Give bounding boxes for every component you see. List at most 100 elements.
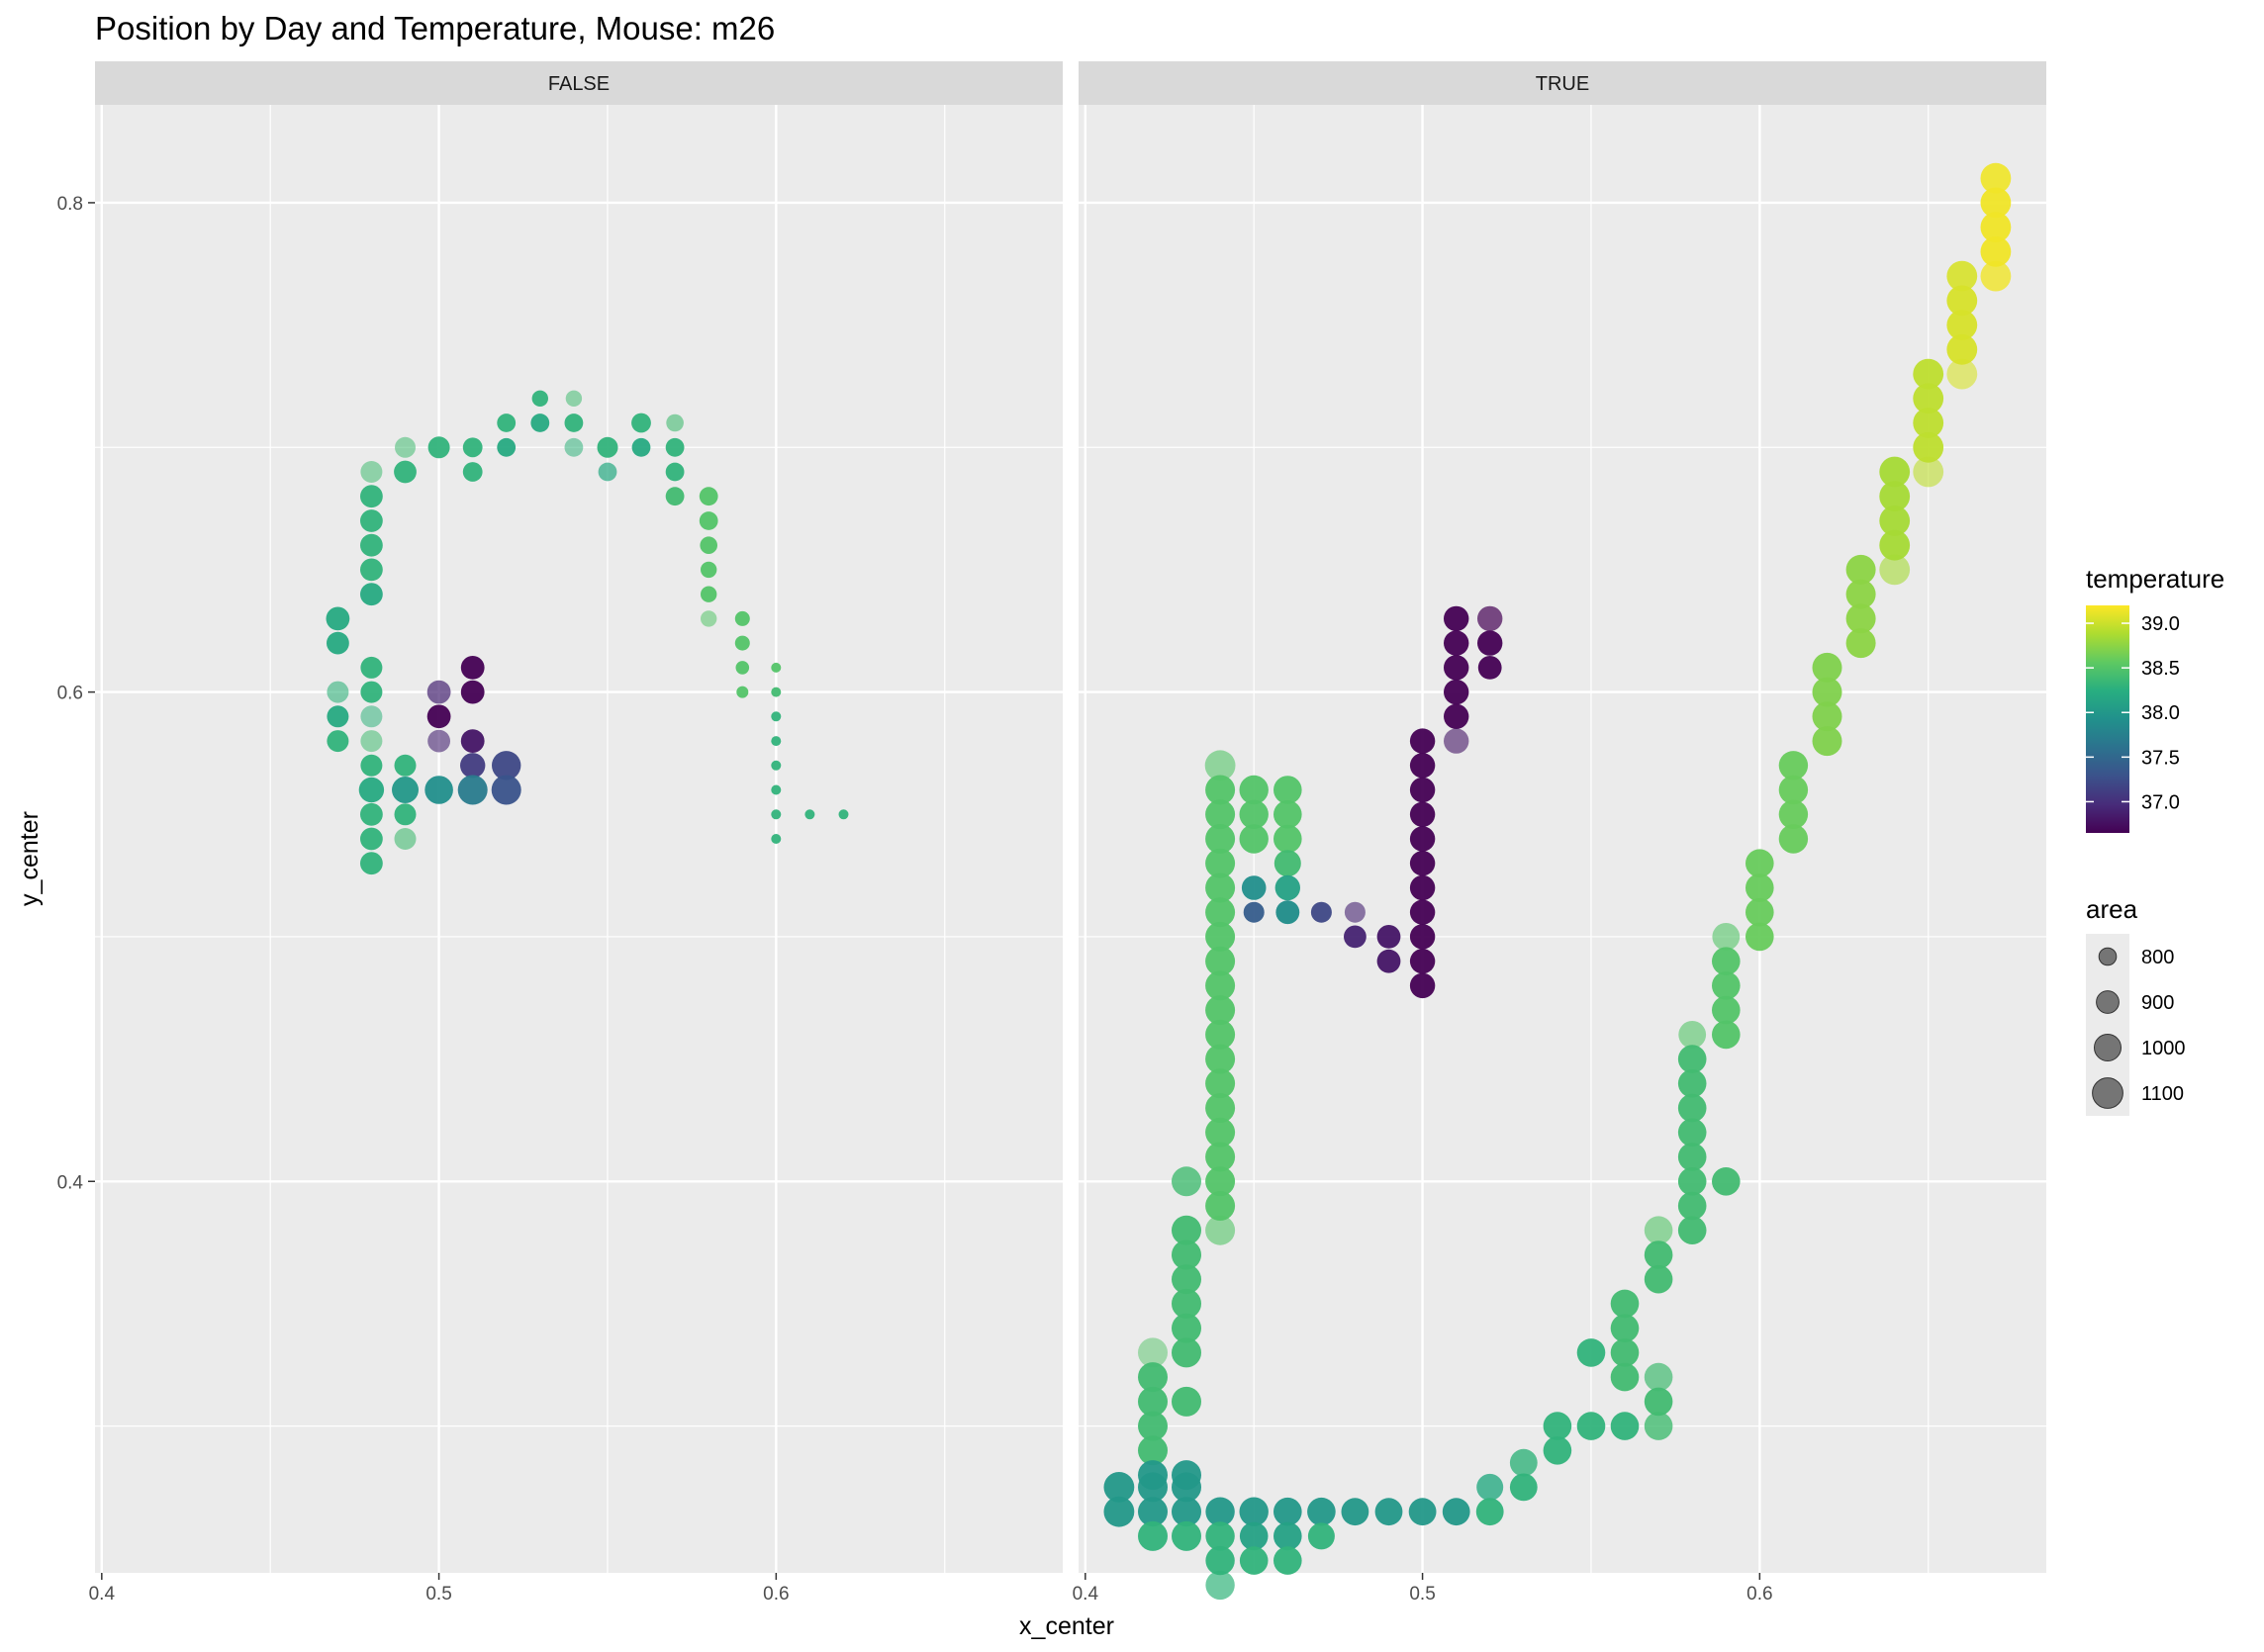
- data-point: [1205, 970, 1236, 1001]
- data-point: [804, 809, 815, 820]
- data-point: [1275, 900, 1300, 925]
- data-point: [1274, 1497, 1302, 1526]
- data-point: [426, 704, 451, 729]
- data-point: [1205, 1521, 1235, 1551]
- data-point: [565, 390, 583, 407]
- data-point: [1205, 1191, 1236, 1221]
- data-point: [394, 803, 417, 826]
- data-point: [597, 436, 618, 458]
- chart-title: Position by Day and Temperature, Mouse: …: [95, 10, 775, 46]
- data-point: [1205, 946, 1236, 976]
- data-point: [1745, 873, 1774, 902]
- data-point: [735, 661, 750, 675]
- data-point: [1274, 874, 1301, 901]
- color-bar: [2086, 605, 2129, 833]
- data-point: [1409, 851, 1436, 876]
- data-point: [1138, 1472, 1168, 1503]
- data-point: [1509, 1473, 1538, 1502]
- data-point: [1610, 1289, 1640, 1319]
- data-point: [1138, 1386, 1168, 1417]
- data-point: [1205, 1019, 1236, 1050]
- data-point: [1274, 850, 1301, 877]
- data-point: [701, 610, 717, 627]
- data-point: [427, 729, 450, 753]
- data-point: [1879, 481, 1911, 512]
- data-point: [598, 462, 617, 482]
- data-point: [1409, 899, 1436, 925]
- data-point: [1172, 1497, 1201, 1527]
- data-point: [1845, 579, 1876, 609]
- y-tick-label: 0.6: [57, 684, 83, 704]
- data-point: [1677, 1143, 1707, 1171]
- data-point: [1239, 1546, 1269, 1575]
- data-point: [1172, 1215, 1201, 1245]
- size-legend-label: 1100: [2141, 1083, 2184, 1105]
- data-point: [1172, 1264, 1201, 1295]
- data-point: [1409, 728, 1436, 754]
- data-point: [1913, 456, 1944, 488]
- data-point: [327, 681, 349, 703]
- data-point: [530, 413, 550, 432]
- data-point: [1409, 753, 1436, 779]
- data-point: [1812, 726, 1842, 757]
- data-point: [1172, 1166, 1201, 1197]
- data-point: [360, 583, 383, 606]
- data-point: [460, 753, 486, 779]
- data-point: [1644, 1216, 1673, 1244]
- data-point: [360, 730, 383, 753]
- data-point: [1205, 848, 1236, 878]
- data-point: [1712, 1020, 1741, 1050]
- data-point: [1980, 260, 2012, 292]
- data-point: [1946, 285, 1978, 317]
- data-point: [1712, 1167, 1741, 1196]
- data-point: [631, 413, 651, 433]
- data-point: [1712, 995, 1741, 1025]
- data-point: [1307, 1497, 1336, 1526]
- data-point: [1239, 1497, 1269, 1526]
- data-point: [1778, 799, 1809, 829]
- data-point: [1204, 750, 1236, 781]
- size-legend-point: [2094, 1034, 2122, 1061]
- data-point: [1172, 1337, 1201, 1368]
- data-point: [1205, 775, 1236, 805]
- x-tick-label: 0.5: [1409, 1584, 1435, 1605]
- data-point: [1509, 1448, 1538, 1477]
- data-point: [1172, 1288, 1201, 1319]
- data-point: [1205, 1044, 1236, 1074]
- data-point: [1677, 1045, 1707, 1073]
- data-point: [392, 777, 419, 803]
- facet-panels: FALSE 0.4 0.5 0.6 0.4 0.6 0.8 TRUE 0.4 0.5 0.6: [57, 61, 2046, 1605]
- data-point: [1778, 775, 1809, 805]
- data-point: [1409, 972, 1436, 999]
- data-point: [1610, 1412, 1640, 1440]
- data-point: [1239, 824, 1269, 854]
- data-point: [1205, 1497, 1235, 1526]
- y-tick-label: 0.4: [57, 1172, 84, 1193]
- data-point: [1205, 995, 1236, 1026]
- data-point: [1745, 897, 1774, 927]
- data-point: [1644, 1362, 1673, 1392]
- data-point: [1610, 1314, 1640, 1342]
- data-point: [700, 536, 717, 554]
- data-point: [360, 461, 383, 483]
- data-point: [1913, 431, 1944, 463]
- data-point: [360, 852, 383, 875]
- data-point: [360, 509, 383, 532]
- data-point: [1274, 1521, 1302, 1551]
- data-point: [1205, 1166, 1236, 1197]
- size-legend-label: 900: [2141, 992, 2174, 1014]
- data-point: [1477, 656, 1502, 680]
- data-point: [327, 730, 349, 753]
- data-point: [1172, 1313, 1201, 1343]
- data-point: [736, 686, 749, 698]
- data-point: [1543, 1412, 1572, 1440]
- data-point: [1879, 554, 1911, 586]
- data-point: [1205, 1068, 1236, 1099]
- data-point: [326, 606, 350, 631]
- data-point: [1576, 1338, 1606, 1367]
- data-point: [1409, 874, 1436, 901]
- data-point: [1946, 358, 1978, 390]
- data-point: [1274, 1546, 1302, 1575]
- data-point: [701, 586, 717, 602]
- data-point: [771, 784, 782, 795]
